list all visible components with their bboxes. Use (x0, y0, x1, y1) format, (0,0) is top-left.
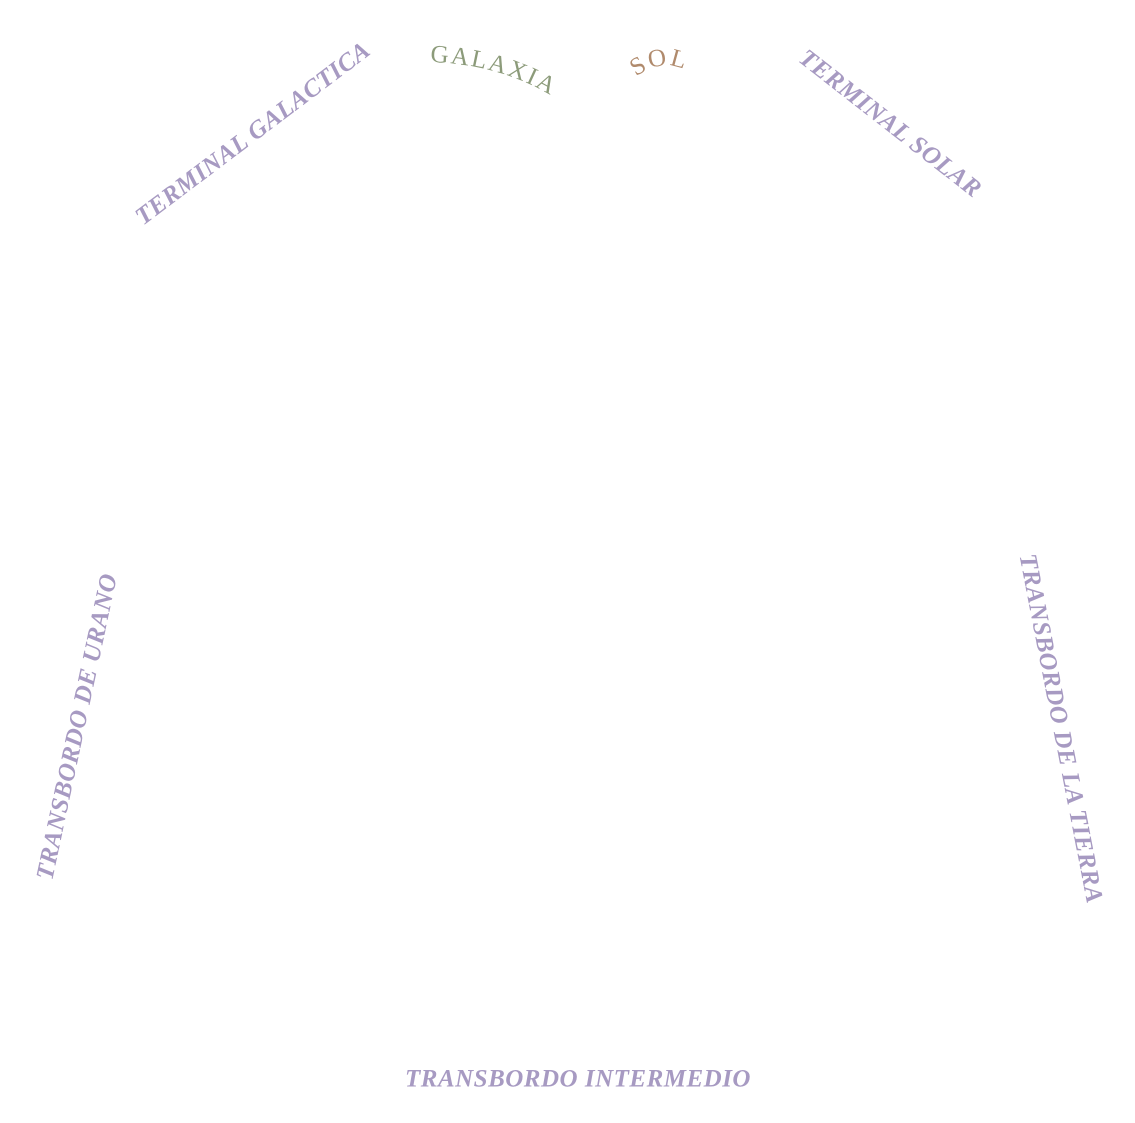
station-transbordo-intermedio-label: TRANSBORDO INTERMEDIO (405, 1066, 751, 1093)
station-transbordo-intermedio-shadow: TRANSBORDO INTERMEDIO (407, 1068, 753, 1095)
terminus-sol-text: SOL (625, 44, 689, 82)
terminus-sol-label: SOL (625, 44, 691, 82)
terminus-galaxia-label: GALAXIA (430, 41, 562, 101)
station-transbordo-urano: TRANSBORDO DE URANO TRANSBORDO DE URANO (32, 569, 126, 882)
station-terminal-solar-label: TERMINAL SOLAR (794, 44, 987, 203)
station-terminal-solar: TERMINAL SOLAR TERMINAL SOLAR (794, 44, 988, 206)
station-terminal-galactica: TERMINAL GALACTICA TERMINAL GALACTICA (130, 36, 378, 231)
terminus-galaxia-text: GALAXIA (430, 41, 560, 101)
station-terminal-galactica-label: TERMINAL GALACTICA (130, 37, 375, 231)
station-transbordo-tierra-label: TRANSBORDO DE LA TIERRA (1014, 552, 1108, 906)
station-transbordo-tierra: TRANSBORDO DE LA TIERRA TRANSBORDO DE LA… (1011, 552, 1108, 909)
station-transbordo-urano-label: TRANSBORDO DE URANO (32, 571, 123, 882)
station-transbordo-intermedio: TRANSBORDO INTERMEDIO TRANSBORDO INTERME… (405, 1066, 753, 1096)
